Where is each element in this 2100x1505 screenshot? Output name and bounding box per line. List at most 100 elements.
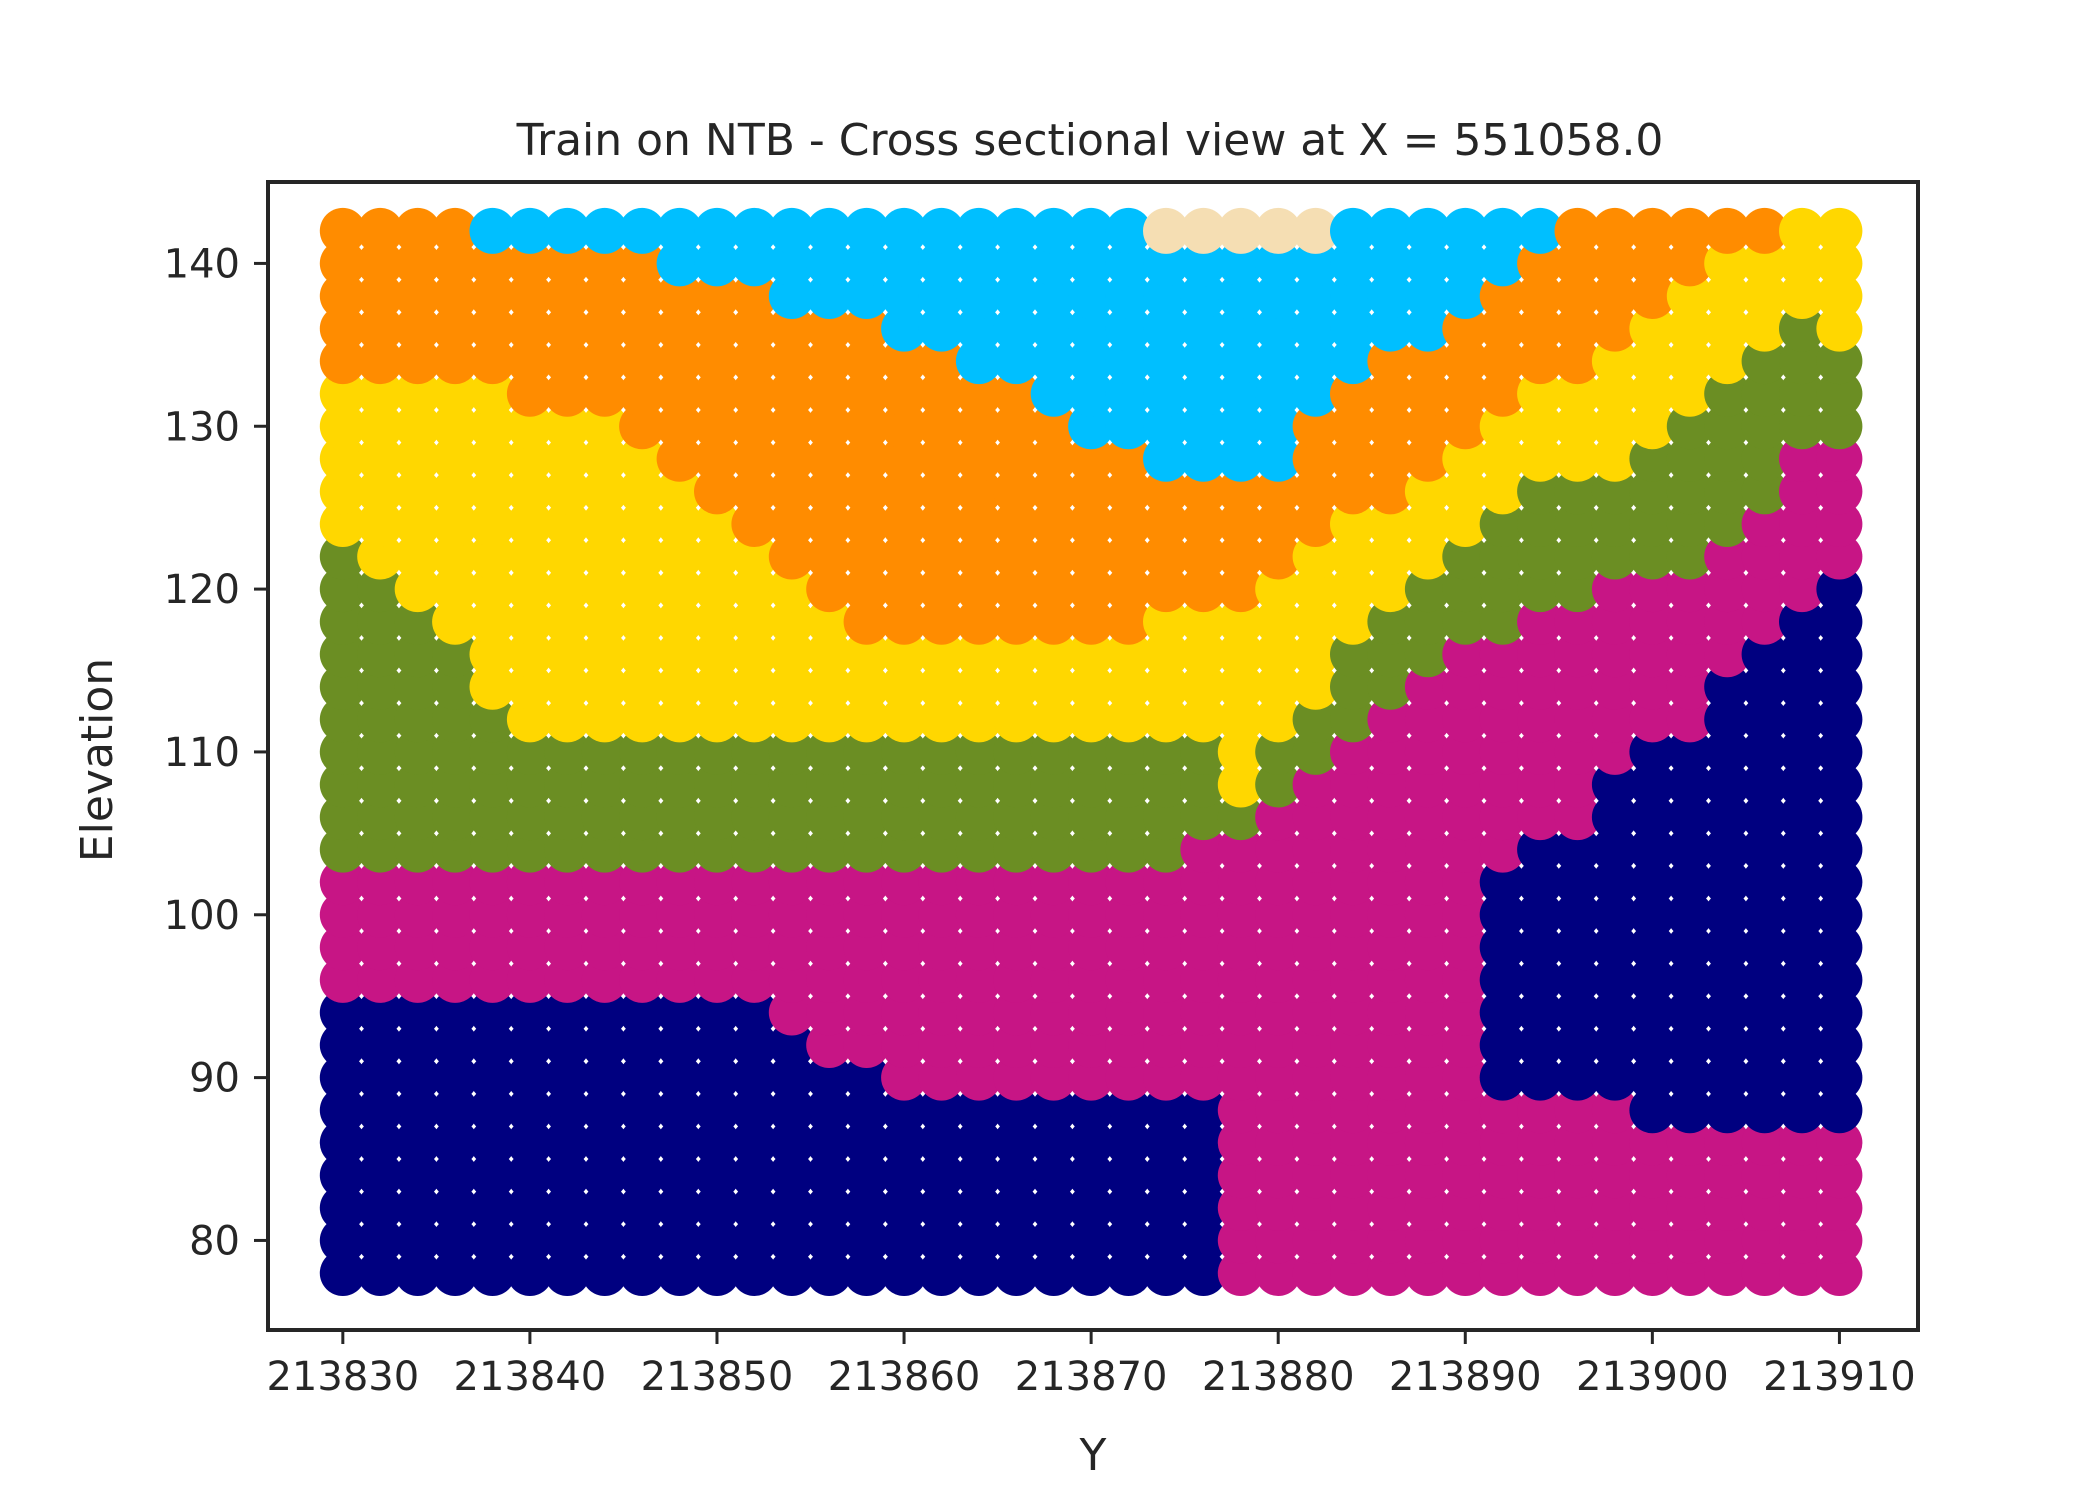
- scatter-point-magenta: [1479, 1250, 1526, 1296]
- scatter-point-skyblue: [806, 273, 853, 319]
- scatter-point-navy: [1629, 1022, 1676, 1068]
- scatter-point-orange: [694, 338, 740, 385]
- scatter-point-orange: [1217, 533, 1264, 580]
- scatter-point-navy: [1105, 1217, 1152, 1264]
- scatter-point-navy: [1779, 989, 1825, 1036]
- scatter-point-olive: [394, 794, 441, 841]
- scatter-point-gold: [656, 598, 703, 645]
- scatter-point-olive: [432, 631, 479, 678]
- scatter-point-gold: [619, 663, 666, 710]
- scatter-point-olive: [731, 728, 778, 775]
- scatter-point-orange: [694, 403, 740, 450]
- scatter-point-navy: [1591, 794, 1638, 841]
- scatter-point-skyblue: [993, 305, 1040, 352]
- scatter-point-skyblue: [1255, 338, 1302, 385]
- scatter-point-navy: [1517, 891, 1564, 938]
- scatter-point-orange: [1292, 468, 1339, 515]
- scatter-point-navy: [1816, 1022, 1863, 1068]
- scatter-point-olive: [1292, 728, 1339, 775]
- scatter-point-orange: [1367, 370, 1414, 417]
- scatter-point-orange: [319, 338, 366, 385]
- scatter-point-gold: [469, 468, 516, 515]
- scatter-point-olive: [1704, 435, 1751, 482]
- scatter-point-olive: [918, 761, 965, 808]
- scatter-point-orange: [544, 305, 591, 352]
- scatter-point-magenta: [768, 924, 815, 971]
- scatter-point-skyblue: [955, 273, 1002, 319]
- scatter-point-olive: [1180, 761, 1227, 808]
- scatter-point-olive: [619, 728, 666, 775]
- scatter-point-magenta: [1068, 989, 1115, 1036]
- scatter-point-magenta: [1255, 1054, 1302, 1101]
- scatter-point-gold: [1367, 501, 1414, 547]
- scatter-point-navy: [432, 1152, 479, 1199]
- scatter-point-magenta: [1741, 533, 1788, 580]
- scatter-point-magenta: [1479, 728, 1526, 775]
- scatter-point-magenta: [1666, 1119, 1713, 1166]
- scatter-point-magenta: [1442, 891, 1489, 938]
- x-tick-label: 213850: [641, 1354, 794, 1400]
- scatter-point-magenta: [1442, 1152, 1489, 1199]
- scatter-point-navy: [918, 1217, 965, 1264]
- scatter-point-magenta: [357, 859, 404, 906]
- scatter-point-gold: [544, 566, 591, 613]
- scatter-point-magenta: [1442, 826, 1489, 873]
- scatter-point-olive: [656, 826, 703, 873]
- scatter-point-magenta: [1068, 1022, 1115, 1068]
- scatter-point-magenta: [619, 924, 666, 971]
- scatter-point-skyblue: [694, 207, 740, 254]
- scatter-point-navy: [1704, 956, 1751, 1003]
- scatter-point-skyblue: [1143, 370, 1189, 417]
- scatter-point-orange: [1068, 468, 1115, 515]
- scatter-point-orange: [1442, 338, 1489, 385]
- scatter-point-magenta: [1517, 1217, 1564, 1264]
- scatter-point-gold: [1292, 663, 1339, 710]
- scatter-point-navy: [881, 1087, 928, 1134]
- scatter-point-navy: [1816, 1054, 1863, 1101]
- scatter-point-navy: [1741, 1054, 1788, 1101]
- scatter-point-olive: [1666, 435, 1713, 482]
- scatter-point-magenta: [469, 891, 516, 938]
- scatter-point-olive: [506, 728, 553, 775]
- scatter-point-olive: [1330, 631, 1376, 678]
- scatter-point-navy: [1816, 826, 1863, 873]
- scatter-point-skyblue: [1180, 435, 1227, 482]
- scatter-point-magenta: [1554, 598, 1601, 645]
- x-tick-label: 213880: [1202, 1354, 1355, 1400]
- scatter-point-orange: [1068, 566, 1115, 613]
- scatter-point-magenta: [1180, 891, 1227, 938]
- scatter-point-olive: [319, 794, 366, 841]
- scatter-point-orange: [881, 370, 928, 417]
- scatter-point-orange: [1404, 338, 1451, 385]
- scatter-point-skyblue: [1143, 305, 1189, 352]
- scatter-point-gold: [1517, 403, 1564, 450]
- scatter-point-orange: [357, 207, 404, 254]
- scatter-point-magenta: [1367, 859, 1414, 906]
- scatter-point-olive: [319, 826, 366, 873]
- scatter-point-gold: [432, 533, 479, 580]
- scatter-point-gold: [1741, 240, 1788, 287]
- scatter-point-magenta: [1517, 761, 1564, 808]
- x-tick-label: 213860: [828, 1354, 981, 1400]
- scatter-point-olive: [319, 761, 366, 808]
- scatter-point-magenta: [881, 989, 928, 1036]
- scatter-point-magenta: [1367, 1119, 1414, 1166]
- scatter-point-gold: [694, 501, 740, 547]
- scatter-point-gold: [506, 663, 553, 710]
- scatter-point-magenta: [806, 859, 853, 906]
- scatter-point-orange: [656, 338, 703, 385]
- scatter-point-magenta: [1479, 696, 1526, 743]
- scatter-point-skyblue: [1367, 207, 1414, 254]
- scatter-point-olive: [806, 728, 853, 775]
- scatter-point-navy: [881, 1250, 928, 1296]
- scatter-point-navy: [1704, 728, 1751, 775]
- scatter-point-magenta: [1704, 1152, 1751, 1199]
- scatter-point-magenta: [1217, 826, 1264, 873]
- scatter-point-orange: [1666, 240, 1713, 287]
- scatter-point-orange: [881, 468, 928, 515]
- scatter-point-navy: [768, 1087, 815, 1134]
- scatter-point-skyblue: [1292, 370, 1339, 417]
- scatter-point-olive: [955, 761, 1002, 808]
- scatter-point-olive: [1030, 794, 1077, 841]
- scatter-point-gold: [1591, 435, 1638, 482]
